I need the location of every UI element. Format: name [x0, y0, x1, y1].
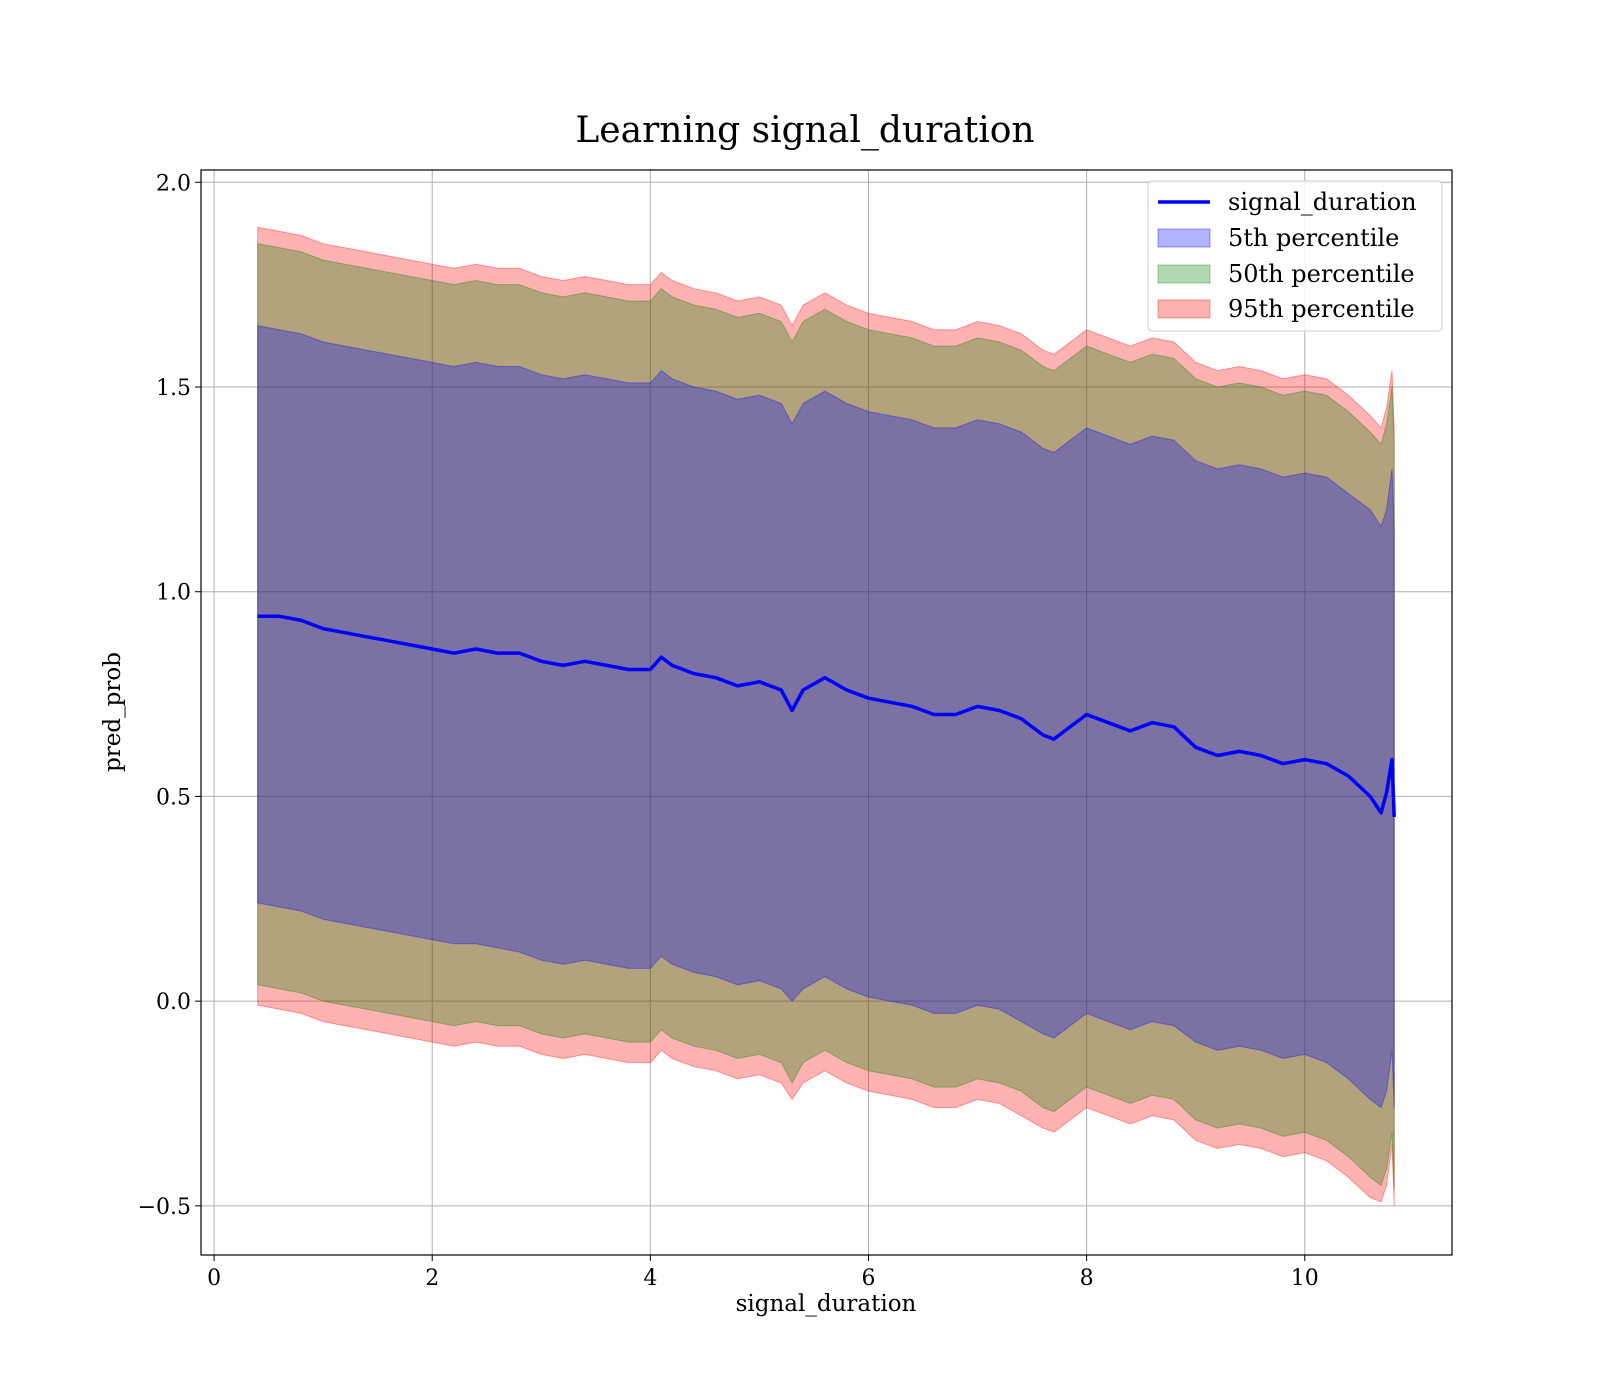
percentile-bands	[257, 226, 1395, 1206]
y-tick-label-3: 1.0	[156, 581, 191, 606]
series-line-signal_duration	[257, 614, 1396, 817]
x-tick-label-4: 8	[1080, 1266, 1094, 1291]
chart-title: Learning signal_duration	[575, 110, 1034, 151]
legend-label-signal-duration: signal_duration	[1228, 188, 1417, 216]
x-tick-label-2: 4	[643, 1266, 657, 1291]
legend-label-5th-percentile: 5th percentile	[1228, 224, 1399, 252]
band-50th-percentile	[257, 243, 1395, 1190]
x-axis-label: signal_duration	[736, 1291, 917, 1317]
x-tick-label-1: 2	[425, 1266, 439, 1291]
legend-swatch-5th-percentile	[1157, 228, 1211, 248]
x-tick-label-0: 0	[207, 1266, 221, 1291]
band-95th-percentile	[257, 226, 1395, 1206]
series-lines	[257, 614, 1396, 817]
y-tick-label-2: 0.5	[156, 785, 191, 810]
y-tick-label-5: 2.0	[156, 171, 191, 196]
y-axis-label: pred_prob	[100, 652, 126, 772]
band-5th-percentile	[257, 324, 1395, 1109]
legend-swatch-50th-percentile	[1157, 264, 1211, 284]
x-tick-label-3: 6	[861, 1266, 875, 1291]
legend-label-95th-percentile: 95th percentile	[1228, 295, 1415, 323]
legend-label-50th-percentile: 50th percentile	[1228, 260, 1415, 288]
legend: signal_duration 5th percentile 50th percen…	[1147, 180, 1443, 332]
y-tick-label-4: 1.5	[156, 376, 191, 401]
x-tick-label-5: 10	[1291, 1266, 1319, 1291]
plot-frame	[200, 169, 1453, 1256]
y-tick-label-0: −0.5	[138, 1195, 191, 1220]
legend-swatch-95th-percentile	[1157, 299, 1211, 319]
axis-ticks: 0 2 4 6 8 10 −0.5 0.0 0.5 1.0 1.5 2.0	[138, 171, 1319, 1291]
grid	[201, 170, 1452, 1255]
y-tick-label-1: 0.0	[156, 990, 191, 1015]
legend-box	[1147, 180, 1443, 332]
